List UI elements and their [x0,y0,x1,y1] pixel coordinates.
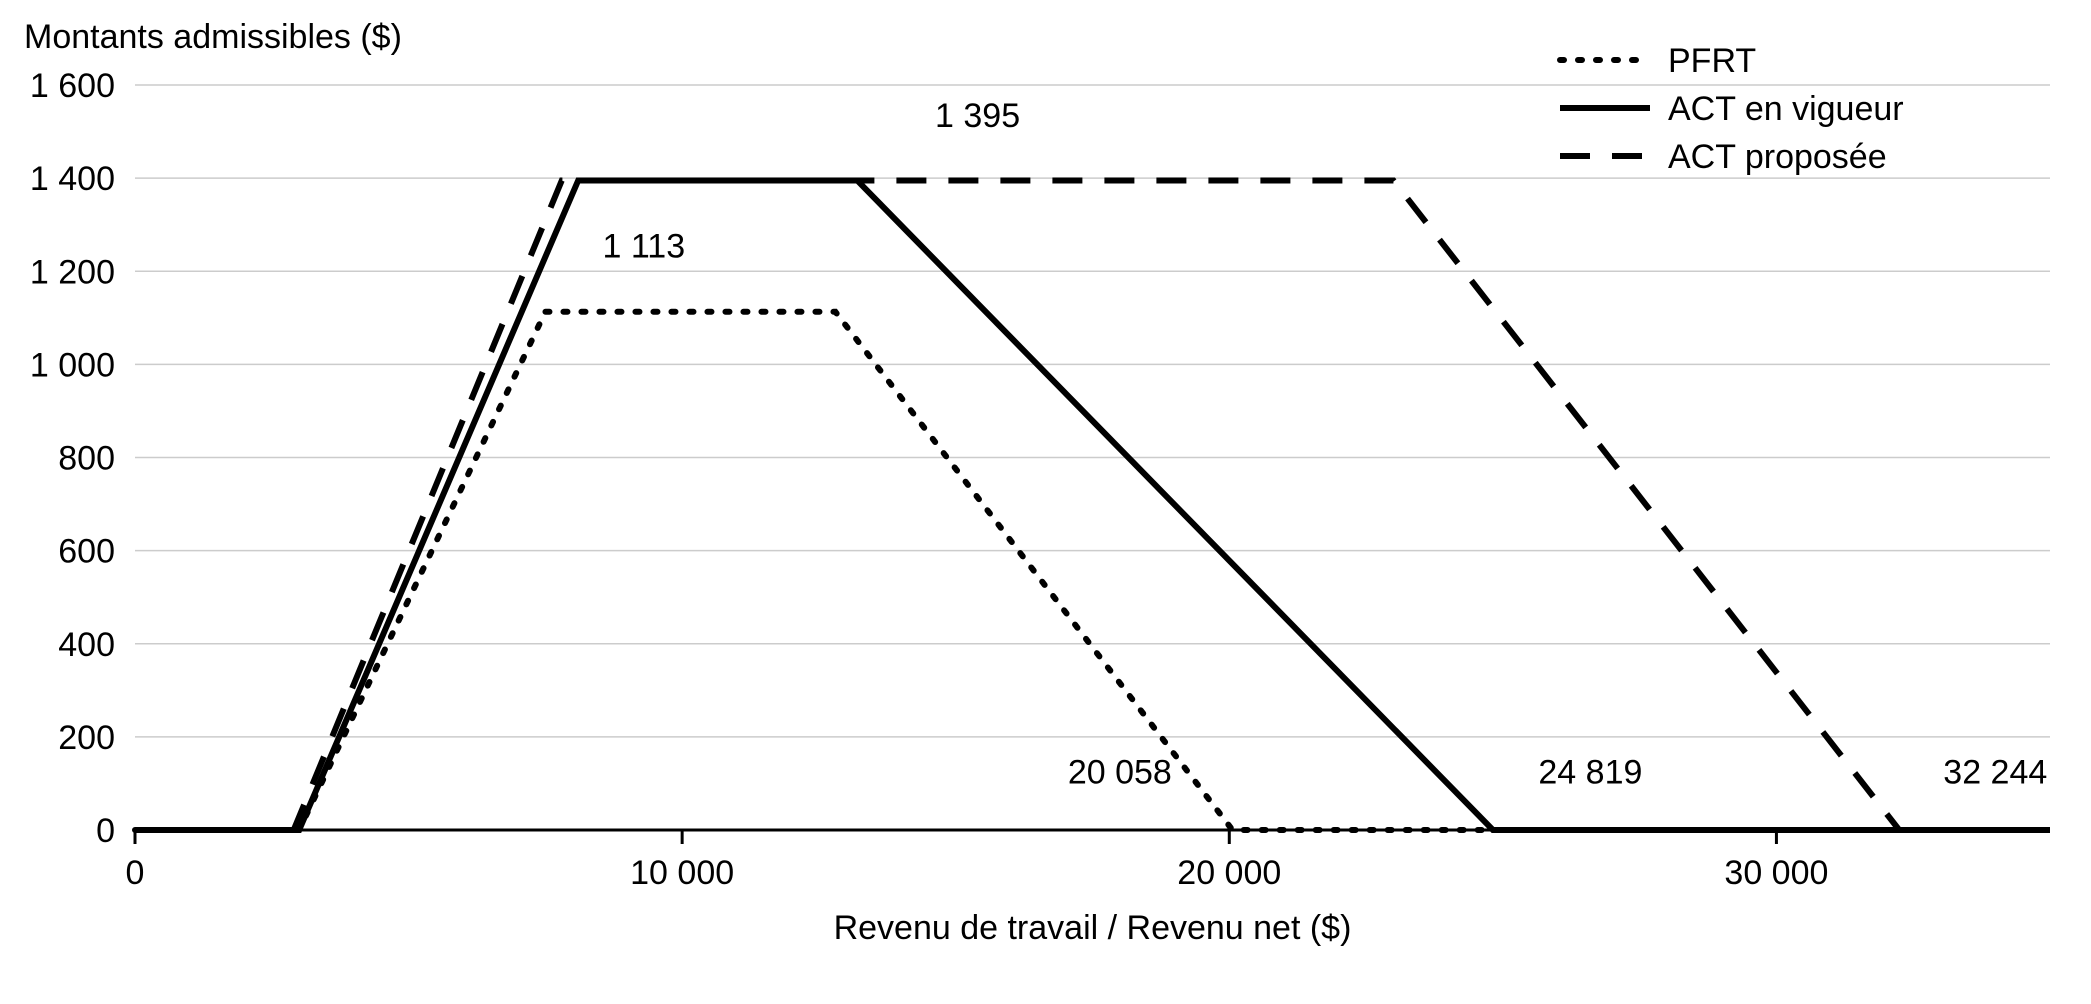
chart-container: 0 200 400 600 800 1 000 1 200 1 400 1 600 0 10 000… [0,0,2091,1004]
legend-label-act-vigueur: ACT en vigueur [1668,90,1904,128]
data-label: 1 113 [603,227,686,265]
legend-label-act-proposee: ACT proposée [1668,138,1887,176]
y-tick-label: 600 [58,533,115,571]
y-tick-label: 1 200 [30,253,115,291]
x-axis-title: Revenu de travail / Revenu net ($) [834,909,1352,947]
data-label: 1 395 [935,97,1020,135]
y-tick-label: 1 400 [30,160,115,198]
y-tick-label: 1 600 [30,67,115,105]
y-tick-label: 200 [58,719,115,757]
x-tick-label: 0 [126,854,145,892]
x-tick-label: 30 000 [1724,854,1828,892]
data-label: 32 244 [1943,753,2047,791]
y-tick-label: 400 [58,626,115,664]
data-label: 24 819 [1538,753,1642,791]
x-tick-label: 10 000 [630,854,734,892]
x-tick-label: 20 000 [1177,854,1281,892]
y-tick-label: 0 [96,812,115,850]
line-chart: 0 200 400 600 800 1 000 1 200 1 400 1 600 0 10 000… [0,0,2091,1004]
data-label: 20 058 [1068,753,1172,791]
legend-label-pfrt: PFRT [1668,42,1756,80]
y-tick-label: 1 000 [30,346,115,384]
y-axis-title: Montants admissibles ($) [24,18,402,56]
y-tick-label: 800 [58,440,115,478]
